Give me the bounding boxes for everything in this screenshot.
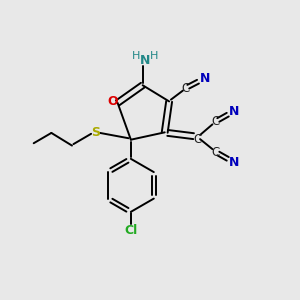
Text: C: C xyxy=(211,115,220,128)
Text: H: H xyxy=(132,51,140,62)
Text: S: S xyxy=(91,126,100,139)
Text: C: C xyxy=(211,146,220,159)
Text: H: H xyxy=(150,51,159,62)
Text: N: N xyxy=(229,105,239,118)
Text: Cl: Cl xyxy=(124,224,137,237)
Text: N: N xyxy=(140,54,150,67)
Text: C: C xyxy=(194,133,202,146)
Text: N: N xyxy=(229,156,239,169)
Text: C: C xyxy=(181,82,190,95)
Text: O: O xyxy=(107,95,118,108)
Text: N: N xyxy=(200,72,210,85)
